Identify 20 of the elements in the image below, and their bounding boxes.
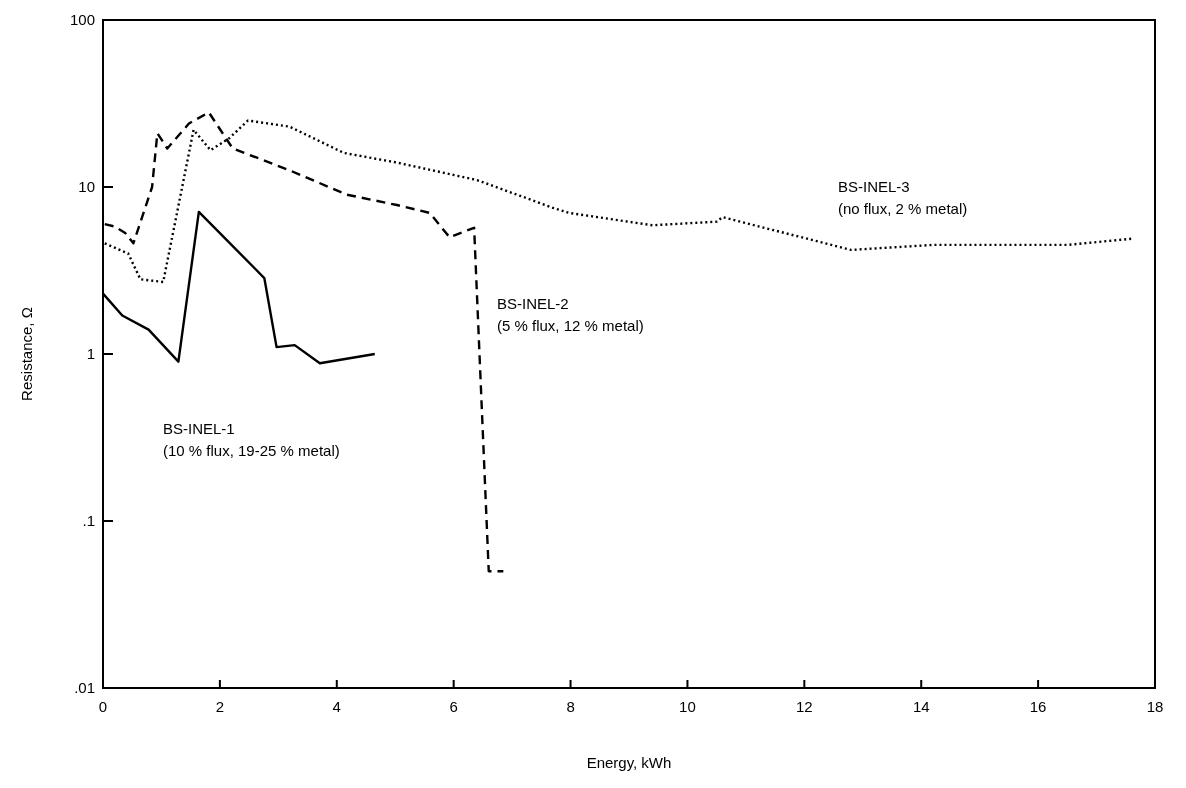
x-tick-label: 18 — [1146, 698, 1164, 715]
y-tick-label: .01 — [74, 679, 95, 696]
x-tick-label: 10 — [679, 698, 696, 715]
y-tick-label: 100 — [69, 11, 95, 28]
annotation: BS-INEL-3 (no flux, 2 % metal) — [838, 178, 968, 217]
x-tick-label: 2 — [215, 698, 225, 715]
x-tick-label: 16 — [1029, 698, 1047, 715]
y-tick-label: 10 — [78, 178, 95, 195]
x-tick-label: 8 — [566, 698, 575, 715]
y-tick-label: 1 — [86, 345, 95, 362]
x-tick-label: 12 — [795, 698, 813, 715]
x-tick-label: 0 — [98, 698, 108, 715]
y-tick-label: .1 — [82, 512, 95, 529]
y-axis-title: Resistance, Ω — [18, 307, 35, 401]
annotation: BS-INEL-2 (5 % flux, 12 % metal) — [497, 295, 644, 334]
x-tick-label: 14 — [912, 698, 930, 715]
x-tick-label: 4 — [332, 698, 341, 715]
annotation: BS-INEL-1 (10 % flux, 19-25 % metal) — [163, 420, 340, 459]
x-axis-title: Energy, kWh — [586, 754, 672, 771]
x-tick-label: 6 — [449, 698, 458, 715]
